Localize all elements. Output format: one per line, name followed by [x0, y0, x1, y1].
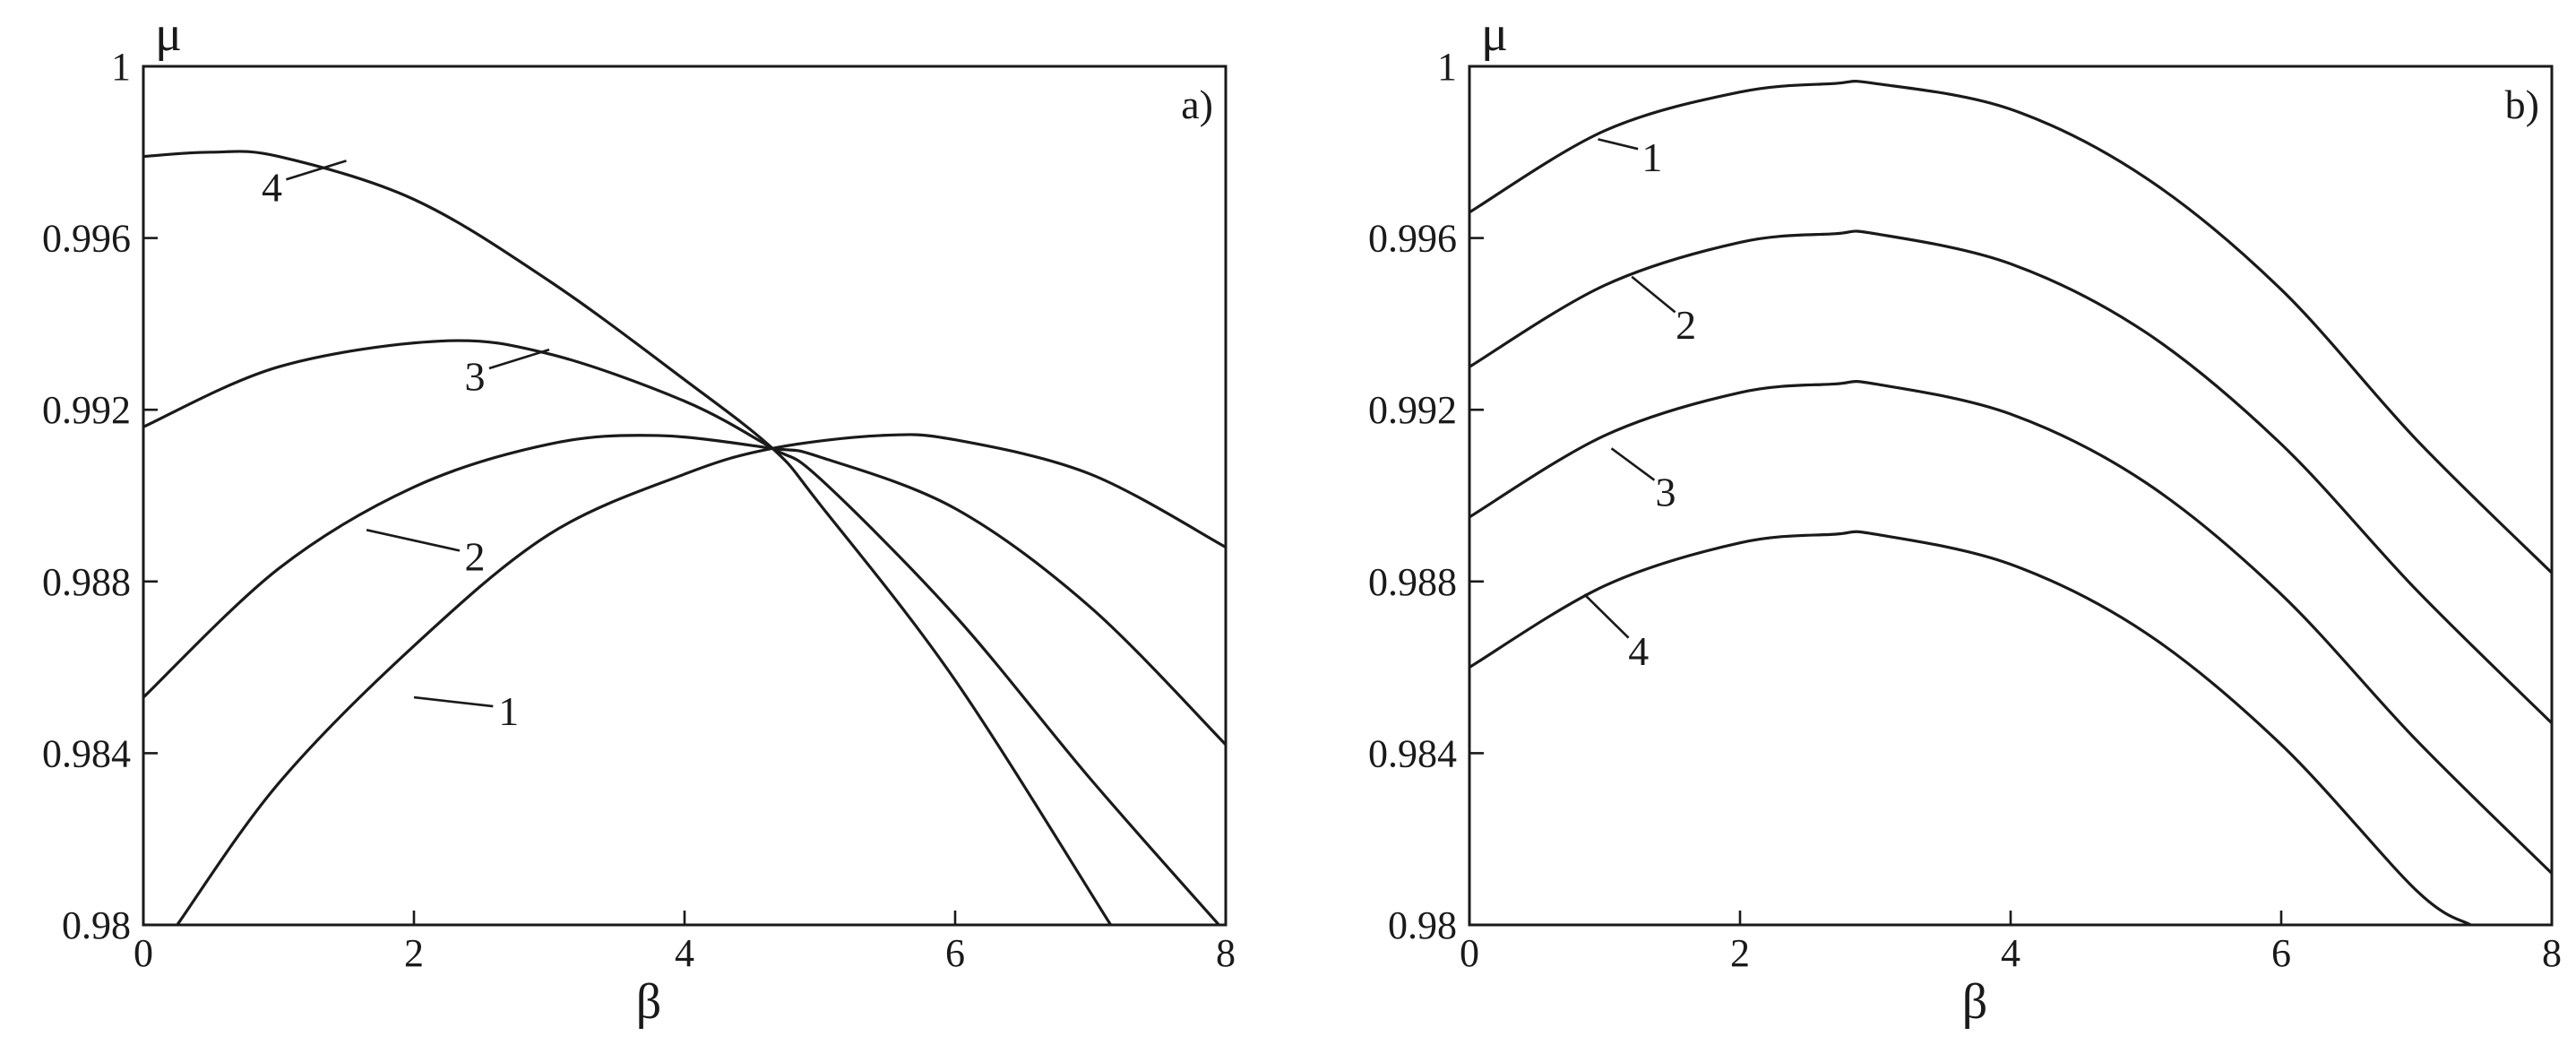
x-tick-label: 6	[2271, 931, 2291, 975]
y-tick-label: 1	[1437, 45, 1457, 89]
y-tick-label: 0.992	[1368, 388, 1457, 432]
series-label: 2	[464, 533, 485, 579]
panel-a: 0 2 4 6 8 0.98 0.984 0.988 0.992 0.996 1 β μ a) 1 2 3 4	[42, 6, 1236, 1030]
x-axis-label: β	[636, 974, 662, 1030]
series-label: 4	[262, 164, 282, 210]
x-tick-label: 6	[945, 931, 965, 975]
y-tick-label: 0.992	[42, 388, 131, 432]
x-tick-label: 2	[1730, 931, 1750, 975]
y-tick-label: 0.996	[1368, 217, 1457, 261]
panel-label: b)	[2505, 82, 2539, 127]
y-tick-label: 0.988	[1368, 560, 1457, 604]
series-label-leader	[1598, 138, 1639, 151]
panel-label: a)	[1181, 82, 1213, 127]
series-line-4	[143, 150, 1113, 925]
plot-frame	[1468, 65, 2554, 927]
series-line-1	[176, 433, 1226, 925]
x-tick-label: 8	[2542, 931, 2562, 975]
y-axis-label: μ	[1481, 6, 1508, 62]
y-tick-label: 1	[111, 45, 131, 89]
series-line-2	[1469, 229, 2552, 725]
y-tick-label: 0.98	[1388, 903, 1457, 947]
y-tick-label: 0.98	[62, 903, 131, 947]
series-label: 4	[1628, 628, 1649, 674]
y-tick-label: 0.984	[42, 731, 131, 775]
series-label-leader	[1583, 593, 1630, 639]
series-label-leader	[488, 348, 550, 370]
series-line-2	[143, 434, 1226, 746]
x-tick-label: 0	[134, 931, 153, 975]
x-tick-label: 8	[1216, 931, 1236, 975]
y-tick-label: 0.984	[1368, 731, 1457, 775]
series-line-3	[143, 339, 1220, 925]
series-line-4	[1469, 530, 2472, 925]
series-label-leader	[413, 695, 494, 708]
x-axis-label: β	[1962, 974, 1988, 1030]
x-tick-label: 4	[2001, 931, 2020, 975]
series-line-3	[1469, 380, 2552, 875]
panel-b: 0 2 4 6 8 0.98 0.984 0.988 0.992 0.996 1 β μ b) 1 2 3 4	[1368, 6, 2562, 1030]
y-tick-label: 0.988	[42, 560, 131, 604]
series-label: 3	[464, 353, 485, 399]
series-label: 3	[1655, 470, 1676, 515]
series-label-leader	[1610, 447, 1656, 481]
series-label-leader	[1631, 275, 1676, 314]
series-label-leader	[366, 529, 461, 552]
series-line-1	[1469, 80, 2552, 574]
x-tick-label: 0	[1460, 931, 1479, 975]
x-tick-label: 2	[404, 931, 424, 975]
plot-frame	[142, 65, 1228, 927]
series-label: 1	[498, 688, 519, 734]
series-label-leader	[286, 160, 347, 181]
y-tick-label: 0.996	[42, 217, 131, 261]
y-axis-label: μ	[155, 6, 182, 62]
x-tick-label: 4	[675, 931, 694, 975]
series-label: 1	[1641, 134, 1662, 180]
series-label: 2	[1676, 302, 1696, 348]
